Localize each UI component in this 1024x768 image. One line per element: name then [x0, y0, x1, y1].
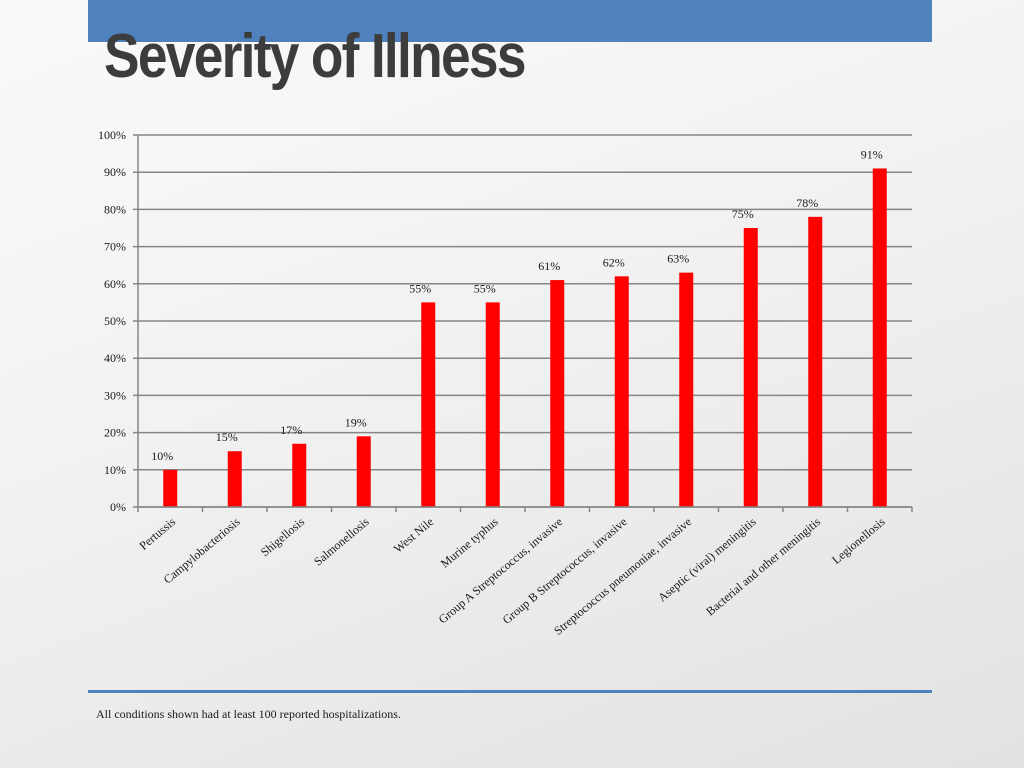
data-label: 78% [796, 196, 818, 210]
footnote: All conditions shown had at least 100 re… [96, 707, 401, 721]
bar [292, 443, 307, 507]
y-tick-label: 30% [104, 388, 126, 402]
data-label: 63% [667, 252, 689, 266]
y-tick-label: 20% [104, 426, 126, 440]
bar [227, 451, 242, 507]
data-label: 75% [732, 207, 754, 221]
y-tick-label: 70% [104, 240, 126, 254]
x-category-label: Shigellosis [258, 514, 308, 559]
bar [808, 216, 823, 507]
data-label: 10% [151, 449, 173, 463]
bar [485, 302, 500, 507]
y-tick-label: 40% [104, 351, 126, 365]
bar-chart: 0% 10% 20% 30% 40% 50% 60% 70% 80% 90% 100% 10% Pert… [98, 128, 913, 638]
data-label: 19% [345, 415, 367, 429]
data-label: 15% [216, 430, 238, 444]
y-tick-label: 90% [104, 165, 126, 179]
x-category-label: Streptococcus pneumoniae, invasive [551, 515, 694, 638]
x-category-label: Legionellosis [829, 514, 888, 566]
footer-divider [88, 690, 932, 693]
y-tick-label: 60% [104, 277, 126, 291]
page-title: Severity of Illness [104, 22, 526, 91]
y-tick-label: 80% [104, 202, 126, 216]
x-category-label: Bacterial and other meningitis [703, 514, 823, 618]
bar [356, 436, 371, 507]
data-label: 91% [861, 147, 883, 161]
x-category-label: West Nile [391, 515, 436, 556]
bars [163, 168, 887, 508]
bar [550, 280, 565, 507]
bar [614, 276, 629, 507]
bar [743, 228, 758, 507]
data-label: 55% [474, 281, 496, 295]
bar [679, 272, 694, 507]
x-category-label: Group B Streptococcus, invasive [500, 515, 630, 627]
data-label: 17% [280, 423, 302, 437]
axes [137, 135, 913, 512]
data-label: 62% [603, 255, 625, 269]
x-category-label: Group A Streptococcus, invasive [436, 515, 566, 627]
x-category-label: Salmonellosis [311, 514, 372, 568]
y-tick-label: 100% [98, 128, 126, 142]
x-category-label: Murine typhus [438, 514, 501, 570]
bar [421, 302, 436, 507]
gridlines [133, 134, 912, 508]
bar [163, 469, 178, 507]
y-tick-label: 50% [104, 314, 126, 328]
x-category-label: Pertussis [136, 514, 178, 552]
y-tick-label: 10% [104, 463, 126, 477]
header-accent-bar [88, 0, 932, 42]
data-label: 61% [538, 259, 560, 273]
bar [872, 168, 887, 508]
data-label: 55% [409, 281, 431, 295]
y-tick-label: 0% [110, 500, 126, 514]
